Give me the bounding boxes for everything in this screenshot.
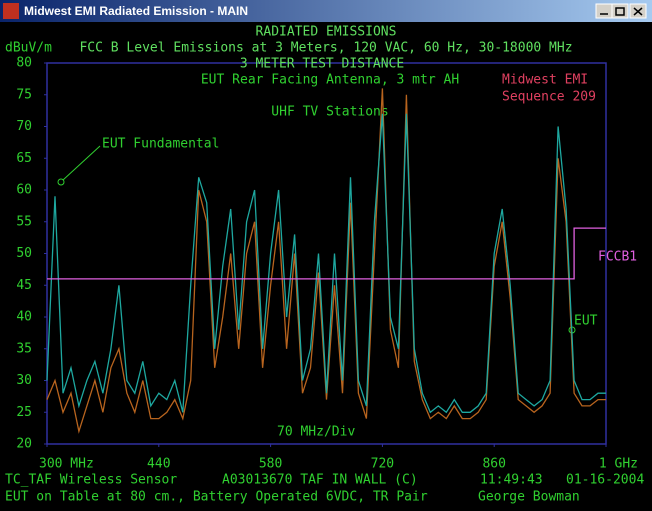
annotation: Midwest EMI <box>502 73 588 88</box>
annotation: 70 MHz/Div <box>277 425 355 440</box>
x-tick-label: 300 MHz <box>39 457 94 472</box>
minimize-button[interactable] <box>595 3 613 19</box>
y-tick-label: 40 <box>16 310 32 325</box>
footer-text: 11:49:43 <box>480 473 543 488</box>
annotation: EUT Fundamental <box>102 137 219 152</box>
annotation: UHF TV Stations <box>271 105 388 120</box>
y-tick-label: 45 <box>16 278 32 293</box>
app-icon <box>3 3 19 19</box>
window-buttons <box>595 3 647 19</box>
annotation: 3 METER TEST DISTANCE <box>240 57 404 72</box>
y-tick-label: 25 <box>16 405 32 420</box>
footer-text: A03013670 TAF IN WALL (C) <box>222 473 418 488</box>
y-tick-label: 35 <box>16 341 32 356</box>
y-tick-label: 55 <box>16 214 32 229</box>
footer-text: George Bowman <box>478 490 580 505</box>
annotation-marker <box>57 178 65 186</box>
trace <box>46 88 606 434</box>
y-tick-label: 65 <box>16 151 32 166</box>
y-tick-label: 50 <box>16 246 32 261</box>
y-tick-label: 75 <box>16 87 32 102</box>
x-tick-label: 720 <box>371 457 394 472</box>
maximize-button[interactable] <box>611 3 629 19</box>
limit-line <box>47 227 606 280</box>
y-tick-label: 30 <box>16 373 32 388</box>
trace <box>46 113 606 414</box>
window-title: Midwest EMI Radiated Emission - MAIN <box>24 4 248 18</box>
annotation-leader <box>62 145 101 181</box>
y-tick-label: 70 <box>16 119 32 134</box>
y-tick-label: 20 <box>16 437 32 452</box>
title-bar <box>0 0 652 22</box>
button-glyphs <box>600 7 643 16</box>
chart-title: RADIATED EMISSIONS <box>256 25 397 40</box>
footer-text: 01-16-2004 <box>566 473 644 488</box>
chart-subtitle: FCC B Level Emissions at 3 Meters, 120 V… <box>79 41 572 56</box>
annotation: Sequence 209 <box>502 90 596 105</box>
annotation: EUT Rear Facing Antenna, 3 mtr AH <box>201 73 459 88</box>
x-tick-label: 440 <box>147 457 170 472</box>
footer-text: TC_TAF Wireless Sensor <box>5 473 177 488</box>
y-axis-label: dBuV/m <box>5 41 52 56</box>
y-tick-label: 80 <box>16 56 32 71</box>
x-tick-label: 580 <box>259 457 282 472</box>
x-tick-label: 860 <box>482 457 505 472</box>
legend-label: FCCB1 <box>598 249 637 264</box>
footer-text: EUT on Table at 80 cm., Battery Operated… <box>5 490 428 505</box>
y-tick-label: 60 <box>16 183 32 198</box>
annotation: EUT <box>574 314 598 329</box>
x-tick-label: 1 GHz <box>599 457 638 472</box>
